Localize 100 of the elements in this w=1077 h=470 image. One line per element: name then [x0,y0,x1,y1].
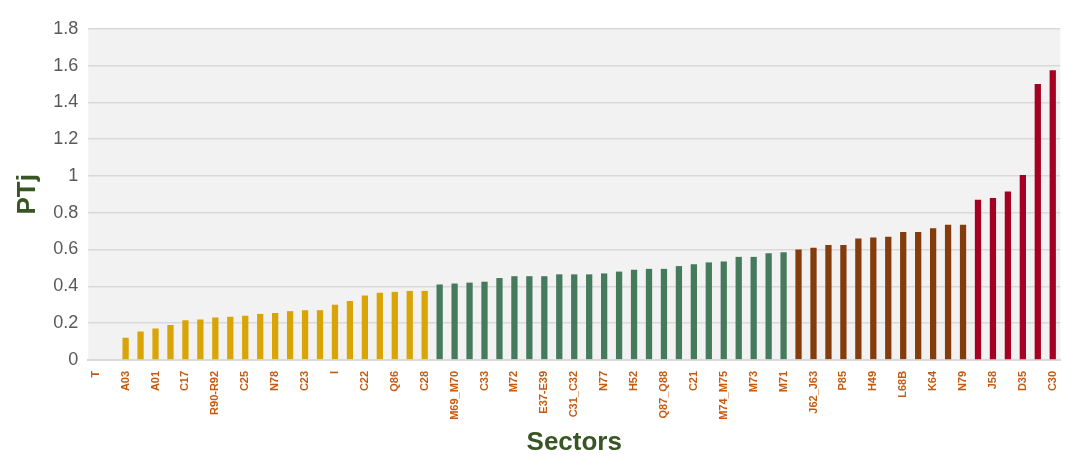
x-tick-label: Q87_Q88 [656,370,669,419]
y-tick-label: 0.8 [53,201,79,222]
bar [496,278,503,360]
bar [780,252,787,360]
x-tick-label: N79 [956,370,969,392]
y-tick-label: 1.6 [53,54,79,75]
y-axis-title: PTj [10,174,41,215]
x-tick-label: C31_C32 [567,370,580,418]
bar [1034,83,1041,360]
bar [346,301,354,360]
x-tick-label: C25 [238,370,251,392]
x-tick-label: C28 [417,370,430,392]
x-tick-label: L68B [896,370,909,398]
x-tick-label: M71 [776,370,789,393]
bar [645,268,653,360]
y-tick-label: 1 [68,164,79,185]
x-tick-label: T [88,370,101,378]
x-tick-label: A03 [118,370,131,392]
y-tick-label: 1.4 [53,91,79,112]
bar [301,310,309,360]
bar [765,253,772,360]
bar [720,261,727,360]
bar [630,269,638,360]
bar [885,236,892,360]
bar [272,312,279,360]
bar [376,292,383,360]
bar [675,266,683,360]
bar [959,224,967,360]
bar [541,276,548,360]
bar [929,228,937,360]
bar [526,276,533,360]
bar [615,271,623,360]
bar [840,244,847,360]
x-tick-label: M73 [746,370,759,393]
bar [316,310,324,360]
bar [750,256,757,360]
bar [900,232,907,360]
bar [406,290,413,360]
bar [481,281,488,360]
x-tick-label: M74_M75 [716,370,729,420]
bar [556,274,563,360]
bar [511,276,518,360]
x-tick-label: C22 [357,370,370,392]
x-tick-label: N78 [268,370,281,392]
bar [915,232,922,360]
bar [825,244,832,360]
bar [855,238,862,360]
x-tick-label: M69_M70 [447,370,460,420]
x-tick-label: C30 [1045,370,1058,392]
y-tick-label: 1.2 [53,128,79,149]
x-tick-label: H52 [627,370,640,392]
y-tick-label: 0 [68,348,79,369]
x-tick-label: C33 [477,370,490,392]
bar [870,237,877,360]
bar [122,337,129,360]
bar [451,283,458,360]
bar [197,319,204,360]
bar [660,268,668,360]
x-tick-label: H49 [866,370,879,392]
x-tick-label: A01 [148,370,161,392]
bar [182,320,189,360]
bar [242,315,249,360]
bar [167,324,174,360]
bar [421,290,428,360]
bar [466,282,473,360]
bar [1004,191,1012,360]
bar [286,311,294,360]
bar [810,247,817,360]
y-tick-label: 1.8 [53,17,79,38]
y-tick-label: 0.2 [53,312,79,333]
x-tick-label: J58 [985,370,998,390]
y-tick-label: 0.4 [53,275,79,296]
bar [989,198,997,360]
x-tick-label: E37-E39 [537,370,550,414]
bar [690,264,697,360]
bar [152,328,159,360]
x-tick-label: N77 [597,370,610,392]
bar [600,273,608,360]
x-tick-label: D35 [1015,370,1028,392]
bar [257,313,264,360]
bar [361,295,369,360]
x-axis-title: Sectors [526,425,622,456]
bar [944,224,952,360]
bar [586,274,593,360]
bar [436,284,443,360]
x-tick-label: J62_J63 [806,370,819,414]
x-tick-label: I [327,370,340,374]
bar [137,331,144,360]
x-tick-label: C23 [298,370,311,392]
bar [391,291,398,360]
bar [735,256,742,360]
x-tick-label: C21 [686,370,699,392]
x-tick-label: Q86 [387,370,400,392]
bar [331,304,339,360]
x-tick-label: P85 [836,370,849,391]
bar [705,262,712,360]
bar [227,316,234,360]
bar [1049,70,1056,360]
x-tick-label: K64 [926,370,939,392]
bar [795,249,802,360]
